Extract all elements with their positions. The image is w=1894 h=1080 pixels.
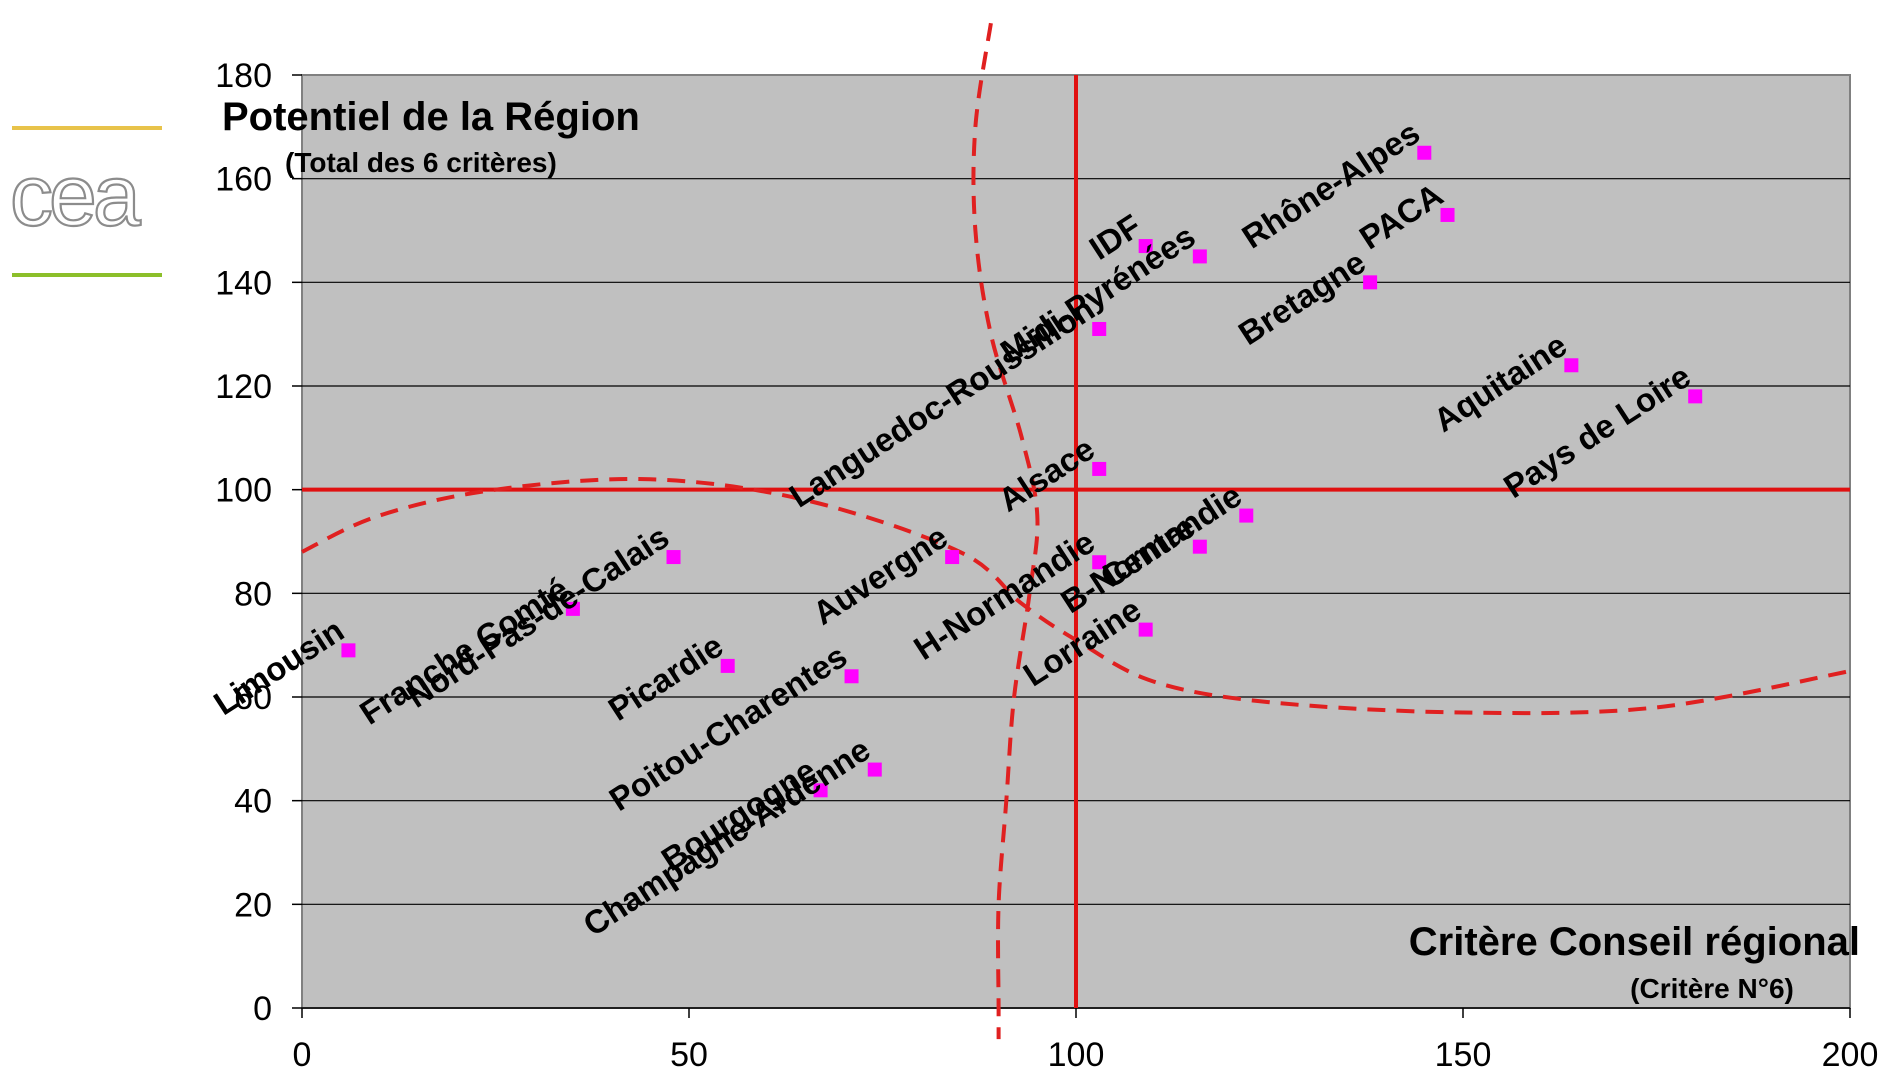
data-point (1092, 321, 1107, 336)
data-point (1239, 508, 1254, 523)
y-tick-label: 60 (234, 679, 272, 717)
data-point (1688, 389, 1703, 404)
x-tick-label: 100 (1048, 1036, 1105, 1074)
y-tick-label: 140 (215, 264, 272, 302)
data-point (1564, 358, 1579, 373)
data-point (1138, 622, 1153, 637)
data-point (1092, 555, 1107, 570)
data-point (1440, 207, 1455, 222)
cea-logo: cea (9, 126, 162, 277)
data-point (720, 658, 735, 673)
reference-lines (302, 75, 1850, 1008)
data-point (813, 783, 828, 798)
data-point (844, 669, 859, 684)
data-point (565, 601, 580, 616)
y-tick-label: 20 (234, 886, 272, 924)
data-point (1417, 145, 1432, 160)
y-tick-label: 0 (253, 990, 272, 1028)
y-tick-label: 120 (215, 368, 272, 406)
data-point (867, 762, 882, 777)
y-axis-tick-labels: 0 20 40 60 80 100 120 140 160 180 (215, 57, 272, 1028)
data-point (945, 550, 960, 565)
x-axis-tick-labels: 0 50 100 150 200 (293, 1036, 1879, 1074)
y-tick-label: 180 (215, 57, 272, 95)
data-point (341, 643, 356, 658)
data-points (341, 145, 1703, 798)
dashed-curve-2 (971, 22, 1040, 1040)
x-tick-label: 200 (1822, 1036, 1879, 1074)
data-point (1192, 539, 1207, 554)
x-tick-label: 50 (670, 1036, 708, 1074)
data-point (666, 550, 681, 565)
y-tick-label: 40 (234, 783, 272, 821)
logo-text: cea (10, 148, 141, 244)
y-tick-label: 160 (215, 161, 272, 199)
y-axis-title: Potentiel de la Région (222, 95, 640, 139)
data-point (1363, 275, 1378, 290)
y-tick-label: 100 (215, 472, 272, 510)
dashed-curve-1 (301, 477, 1851, 716)
data-point (1092, 461, 1107, 476)
y-tick-label: 80 (234, 575, 272, 613)
data-point (1138, 239, 1153, 254)
dashed-curves (301, 22, 1851, 1040)
x-tick-label: 0 (293, 1036, 312, 1074)
data-point (1192, 249, 1207, 264)
x-tick-label: 150 (1435, 1036, 1492, 1074)
x-axis-subtitle: (Critère N°6) (1630, 973, 1794, 1004)
y-axis-subtitle: (Total des 6 critères) (285, 147, 557, 178)
x-axis-title: Critère Conseil régional (1409, 920, 1860, 964)
